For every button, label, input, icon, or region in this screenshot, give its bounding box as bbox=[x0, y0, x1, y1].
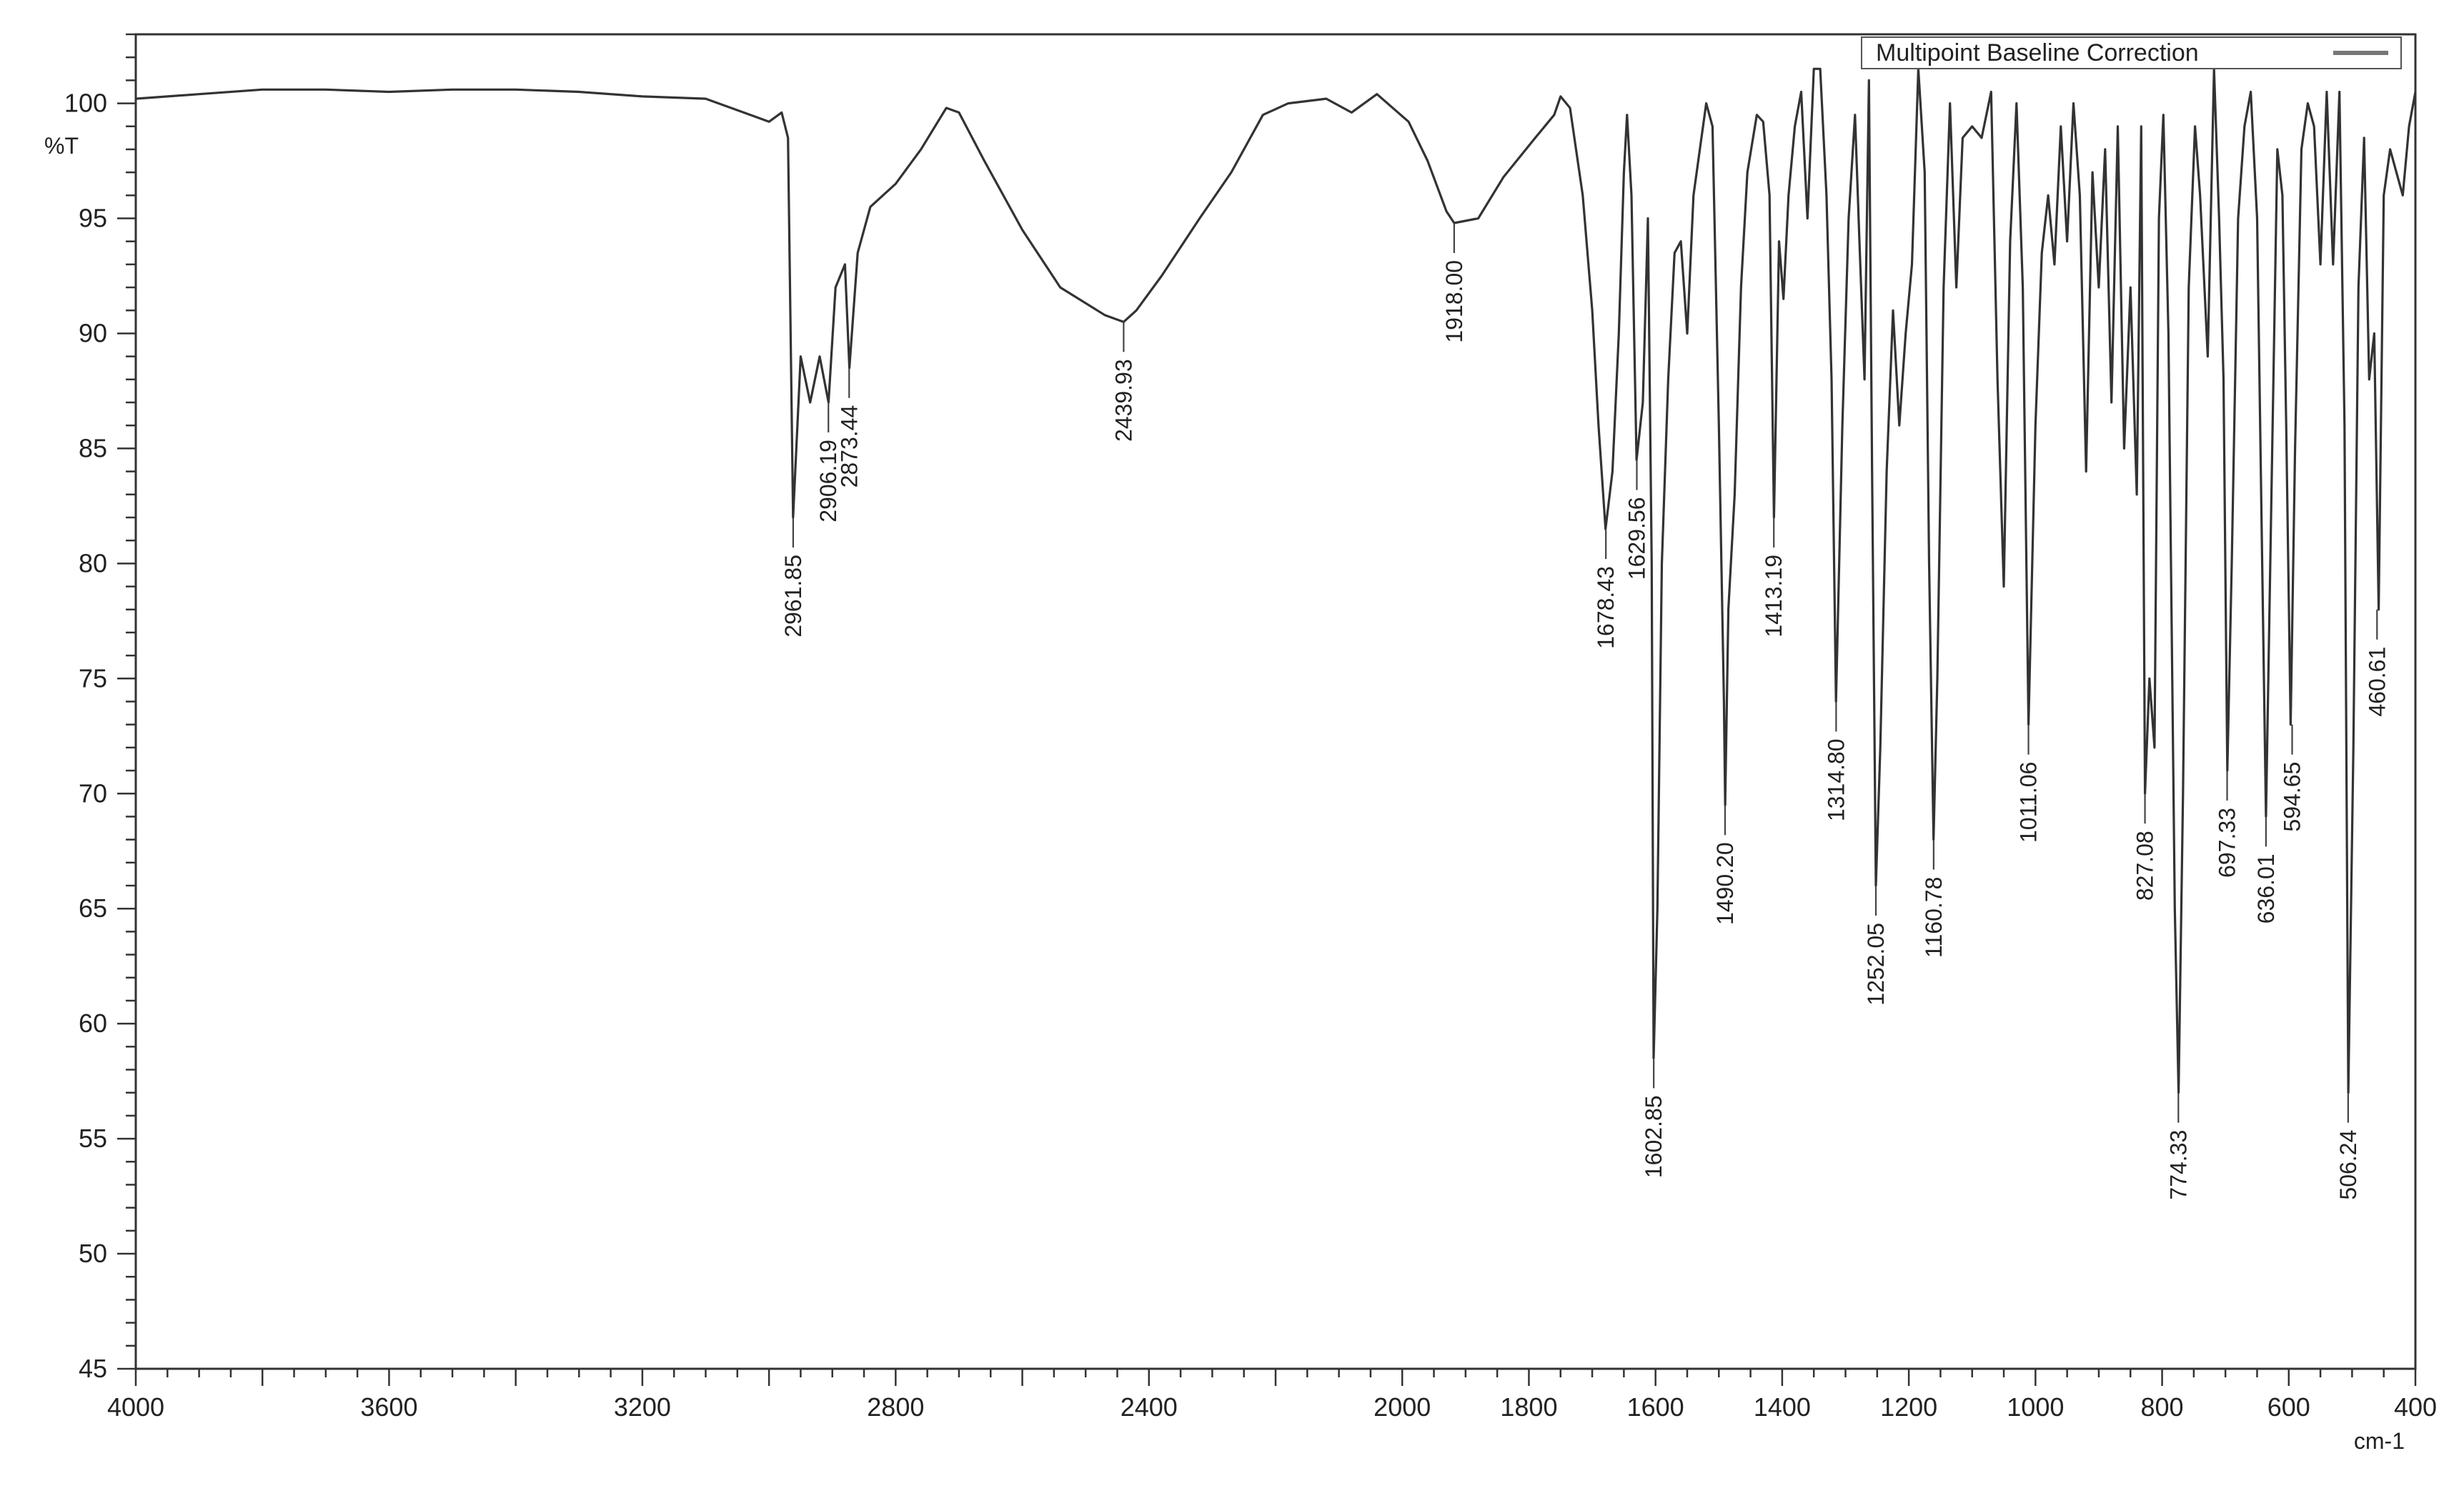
y-tick-label: 90 bbox=[79, 318, 107, 347]
y-tick-label: 50 bbox=[79, 1239, 107, 1268]
x-tick-label: 2800 bbox=[867, 1392, 924, 1422]
spectrum-line bbox=[135, 67, 2417, 1094]
x-tick-label: 1800 bbox=[1500, 1392, 1557, 1422]
x-tick-label: 1200 bbox=[1880, 1392, 1937, 1422]
peak-label: 1629.56 bbox=[1624, 497, 1649, 580]
peak-label: 460.61 bbox=[2364, 647, 2390, 717]
peak-label: 1252.05 bbox=[1863, 923, 1889, 1006]
peak-label: 2906.19 bbox=[815, 440, 841, 522]
y-tick-label: 85 bbox=[79, 433, 107, 462]
y-tick-label: 55 bbox=[79, 1124, 107, 1153]
peak-label: 506.24 bbox=[2335, 1130, 2361, 1200]
peak-label: 1314.80 bbox=[1823, 739, 1849, 822]
x-tick-label: 1000 bbox=[2007, 1392, 2064, 1422]
x-tick-label: 4000 bbox=[107, 1392, 164, 1422]
peak-label: 1011.06 bbox=[2016, 762, 2042, 843]
peak-label: 636.01 bbox=[2253, 853, 2279, 923]
y-tick-label: 75 bbox=[79, 663, 107, 693]
x-tick-label: 3200 bbox=[614, 1392, 671, 1422]
x-axis-label: cm-1 bbox=[2354, 1428, 2405, 1454]
y-axis-label: %T bbox=[44, 133, 79, 159]
peak-label: 1160.78 bbox=[1921, 877, 1947, 958]
x-tick-label: 1400 bbox=[1754, 1392, 1811, 1422]
y-tick-label: 45 bbox=[79, 1354, 107, 1383]
legend-box bbox=[1861, 36, 2402, 69]
x-tick-label: 1600 bbox=[1627, 1392, 1684, 1422]
x-axis-ticks: 4000 3600 3200 2800 2400 2000 1800 1600 1400 1200… bbox=[107, 1369, 2437, 1422]
y-axis-ticks: 45 50 55 60 65 70 75 80 85 90 95 100 bbox=[64, 33, 136, 1383]
y-tick-label: 70 bbox=[79, 778, 107, 808]
y-tick-label: 80 bbox=[79, 548, 107, 578]
peak-label: 1602.85 bbox=[1641, 1095, 1666, 1178]
x-tick-label: 2400 bbox=[1121, 1392, 1178, 1422]
x-tick-label: 800 bbox=[2141, 1392, 2184, 1422]
peak-label: 697.33 bbox=[2215, 808, 2240, 878]
peak-label: 774.33 bbox=[2165, 1130, 2191, 1200]
peak-label: 827.08 bbox=[2132, 831, 2158, 901]
peak-label: 594.65 bbox=[2280, 762, 2305, 832]
peak-label: 2439.93 bbox=[1111, 359, 1136, 442]
x-tick-label: 400 bbox=[2394, 1392, 2437, 1422]
peak-label: 1918.00 bbox=[1441, 260, 1467, 343]
x-tick-label: 3600 bbox=[360, 1392, 417, 1422]
peak-label: 1413.19 bbox=[1761, 555, 1787, 638]
peak-label: 2873.44 bbox=[836, 405, 862, 488]
y-tick-label: 65 bbox=[79, 893, 107, 923]
legend-label: Multipoint Baseline Correction bbox=[1876, 39, 2199, 66]
peak-label: 1490.20 bbox=[1712, 842, 1738, 925]
y-tick-label: 95 bbox=[79, 204, 107, 233]
y-tick-label: 60 bbox=[79, 1009, 107, 1038]
legend: Multipoint Baseline Correction bbox=[1861, 36, 2402, 69]
x-tick-label: 600 bbox=[2267, 1392, 2310, 1422]
peak-label: 2961.85 bbox=[780, 555, 806, 638]
y-tick-label: 100 bbox=[64, 89, 107, 118]
peak-label: 1678.43 bbox=[1593, 566, 1619, 649]
x-tick-label: 2000 bbox=[1373, 1392, 1431, 1422]
